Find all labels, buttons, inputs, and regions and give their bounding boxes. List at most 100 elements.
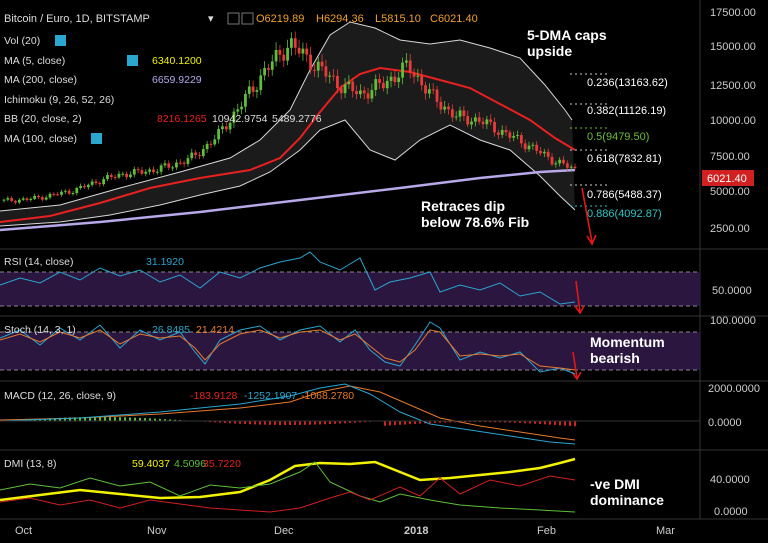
candle-body — [194, 152, 198, 156]
ma5-label[interactable]: MA (5, close) — [4, 55, 65, 67]
candle-body — [527, 145, 531, 150]
candle-body — [358, 90, 362, 95]
candle-body — [236, 109, 240, 112]
candle-body — [228, 122, 232, 130]
di-plus-line — [0, 461, 576, 513]
candle-body — [178, 162, 182, 164]
stoch-label[interactable]: Stoch (14, 3, 1) — [4, 324, 76, 336]
ichimoku-label[interactable]: Ichimoku (9, 26, 52, 26) — [4, 94, 114, 106]
macd-histogram-bar — [299, 421, 301, 425]
svg-text:Oct: Oct — [15, 525, 32, 537]
candle-body — [374, 79, 378, 90]
stoch-band — [0, 332, 700, 370]
candle-body — [427, 89, 431, 94]
macd-histogram-bar — [149, 418, 151, 421]
eye-icon[interactable] — [55, 35, 66, 46]
candle-body — [190, 152, 194, 159]
rsi-label[interactable]: RSI (14, close) — [4, 256, 73, 268]
last-price: 6021.40 — [707, 173, 747, 185]
svg-text:5000.00: 5000.00 — [710, 186, 750, 198]
macd-histogram-bar — [239, 421, 241, 424]
symbol-title[interactable]: Bitcoin / Euro, 1D, BITSTAMP — [4, 13, 150, 25]
candle-body — [443, 106, 447, 110]
macd-histogram-bar — [504, 421, 506, 423]
candle-body — [493, 121, 496, 133]
macd-histogram-bar — [259, 421, 261, 425]
candle-body — [25, 198, 29, 200]
macd-histogram-bar — [489, 421, 491, 423]
macd-histogram-bar — [159, 418, 161, 421]
macd-histogram-bar — [399, 421, 401, 425]
candle-body — [496, 132, 500, 135]
candle-body — [71, 193, 75, 195]
macd-histogram-bar — [229, 421, 231, 424]
macd-histogram-bar — [469, 421, 471, 423]
macd-histogram-bar — [454, 421, 456, 423]
candle-body — [106, 175, 109, 180]
annotation-momentum-1: Momentum — [590, 334, 665, 350]
macd-histogram-bar — [129, 417, 131, 421]
candle-body — [454, 116, 458, 118]
candle-body — [136, 169, 140, 171]
candle-body — [90, 181, 94, 185]
time-axis: Oct Nov Dec 2018 Feb Mar — [15, 525, 675, 537]
macd-histogram-bar — [64, 417, 66, 421]
legend-controls[interactable] — [55, 12, 254, 144]
legend-header[interactable]: Bitcoin / Euro, 1D, BITSTAMP ▾ O6219.89 … — [4, 13, 478, 25]
dmi-label[interactable]: DMI (13, 8) — [4, 458, 57, 470]
macd-histogram-bar — [349, 421, 351, 424]
candle-body — [316, 61, 320, 71]
adx-value: 59.4037 — [132, 458, 170, 470]
candle-body — [75, 188, 79, 194]
macd-histogram-bar — [509, 421, 511, 423]
macd-value: -1252.1907 — [244, 390, 297, 402]
adx-line — [0, 457, 576, 502]
ma100-label[interactable]: MA (100, close) — [4, 133, 77, 145]
macd-histogram-bar — [94, 417, 96, 421]
settings-icon[interactable] — [241, 12, 254, 25]
candle-body — [309, 54, 312, 70]
candle-body — [362, 90, 366, 94]
macd-histogram-bar — [394, 421, 396, 426]
candle-body — [554, 163, 558, 165]
ma200-label[interactable]: MA (200, close) — [4, 74, 77, 86]
candle-body — [244, 93, 247, 107]
stoch-d-value: 21.4214 — [196, 324, 234, 336]
candle-body — [221, 126, 224, 130]
bb-label[interactable]: BB (20, close, 2) — [4, 113, 82, 125]
candle-body — [320, 61, 324, 67]
macd-histogram-bar — [169, 419, 171, 421]
annotation-arrows — [571, 187, 597, 381]
candle-body — [293, 38, 297, 48]
settings-icon[interactable] — [227, 12, 240, 25]
candle-body — [79, 185, 83, 189]
candle-body — [431, 89, 435, 91]
svg-text:7500.00: 7500.00 — [710, 151, 750, 163]
macd-histogram-bar — [554, 421, 556, 425]
candle-body — [117, 173, 121, 178]
macd-histogram-bar — [99, 417, 101, 421]
candle-body — [217, 129, 221, 140]
annotation-dma-1: 5-DMA caps — [527, 27, 607, 43]
macd-histogram-bar — [479, 421, 481, 423]
macd-histogram-bar — [249, 421, 251, 425]
macd-histogram-bar — [324, 421, 326, 425]
candle-body — [389, 76, 393, 81]
macd-histogram-bar — [494, 421, 496, 423]
eye-icon[interactable] — [127, 55, 138, 66]
eye-icon[interactable] — [91, 133, 102, 144]
candle-body — [10, 198, 14, 201]
candle-body — [393, 76, 397, 83]
bb-lower — [0, 119, 576, 227]
stoch-k-value: 26.8485 — [152, 324, 190, 336]
macd-histogram-bar — [534, 421, 536, 424]
macd-label[interactable]: MACD (12, 26, close, 9) — [4, 390, 116, 402]
symbol-dropdown-icon[interactable]: ▾ — [208, 13, 214, 25]
macd-histogram-bar — [314, 421, 316, 425]
candle-body — [148, 169, 152, 172]
macd-signal-line — [0, 385, 576, 441]
candle-body — [473, 117, 477, 122]
indicator-legend[interactable]: Vol (20) MA (5, close) 6340.1200 MA (200… — [4, 35, 322, 145]
vol-label[interactable]: Vol (20) — [4, 35, 40, 47]
